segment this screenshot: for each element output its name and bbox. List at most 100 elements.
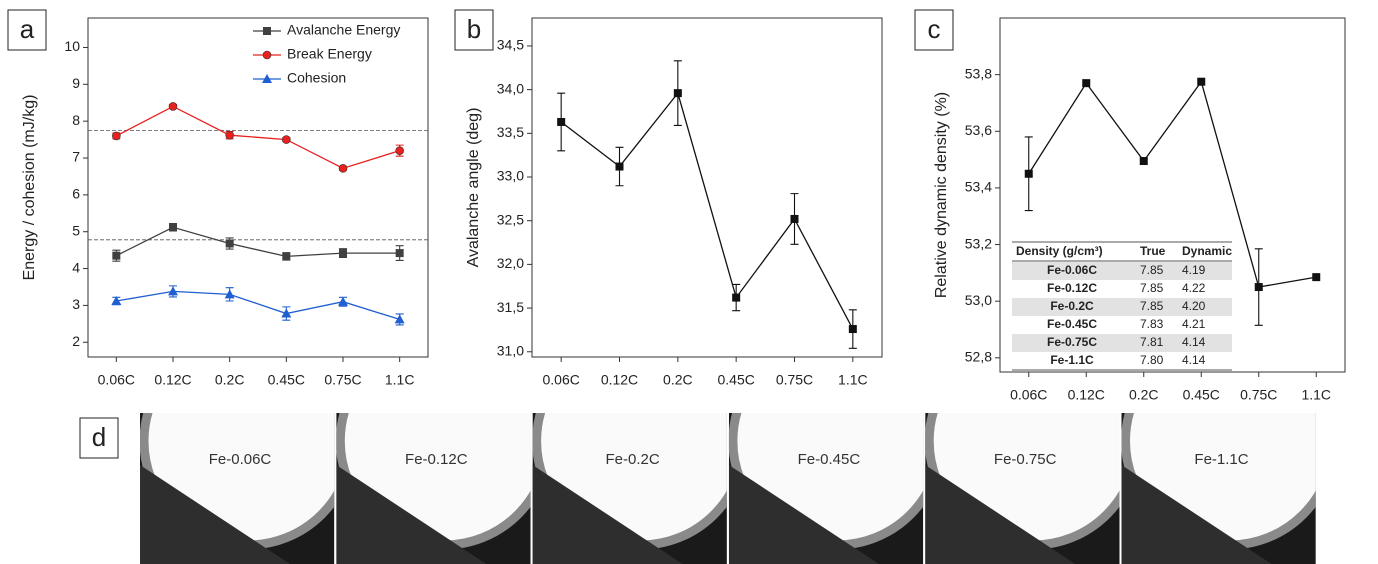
marker xyxy=(1139,157,1148,166)
x-tick-label: 0.2C xyxy=(663,372,693,388)
marker xyxy=(282,252,291,261)
marker xyxy=(111,295,122,305)
panel-label-box xyxy=(7,9,47,51)
marker xyxy=(338,296,348,306)
y-axis-label: Relative dynamic density (%) xyxy=(933,92,950,298)
marker xyxy=(673,89,682,98)
powder-bed xyxy=(532,465,683,564)
table-cell: Fe-0.2C xyxy=(1050,299,1094,313)
powder-bed xyxy=(728,465,879,564)
y-axis-label: Energy / cohesion (mJ/kg) xyxy=(21,95,38,281)
x-tick-label: 0.75C xyxy=(324,372,361,388)
x-tick-label: 0.75C xyxy=(1240,387,1277,403)
marker xyxy=(168,102,178,111)
image-label: Fe-0.06C xyxy=(209,451,272,468)
marker xyxy=(262,74,272,83)
x-tick-label: 0.45C xyxy=(1183,387,1220,403)
x-tick-label: 0.2C xyxy=(1129,387,1159,403)
y-tick-label: 8 xyxy=(72,112,80,128)
image-label: Fe-0.12C xyxy=(405,451,468,468)
series-line xyxy=(1028,80,1317,288)
marker xyxy=(262,50,272,60)
powder-image xyxy=(140,413,335,564)
marker xyxy=(168,286,178,296)
image-label: Fe-1.1C xyxy=(1194,451,1248,468)
image-label: Fe-0.75C xyxy=(994,451,1057,468)
y-tick-label: 31,5 xyxy=(497,299,524,315)
marker xyxy=(848,325,857,334)
marker xyxy=(339,249,347,258)
powder-bed xyxy=(1121,465,1272,564)
series-line xyxy=(116,105,400,170)
y-tick-label: 32,0 xyxy=(497,255,524,271)
table-row-shade xyxy=(1012,334,1232,352)
x-tick-label: 0.06C xyxy=(1010,387,1047,403)
marker xyxy=(1197,77,1206,86)
table-cell: Fe-0.75C xyxy=(1047,335,1097,349)
powder-image xyxy=(336,413,531,564)
table-cell: 4.14 xyxy=(1182,353,1206,367)
marker xyxy=(1254,283,1263,292)
panel-label-box xyxy=(914,9,954,51)
table-cell: 4.22 xyxy=(1182,281,1206,295)
y-tick-label: 31,0 xyxy=(497,342,524,358)
marker xyxy=(395,249,404,258)
panel-label: c xyxy=(928,14,941,44)
x-tick-label: 0.06C xyxy=(542,372,579,388)
plot-frame xyxy=(999,17,1346,373)
panel-label: b xyxy=(467,14,481,44)
powder-image xyxy=(1121,413,1316,564)
table-cell: 4.14 xyxy=(1182,335,1206,349)
marker xyxy=(225,130,234,140)
y-tick-label: 53,2 xyxy=(965,235,992,251)
powder-image xyxy=(728,413,924,564)
table-cell: 7.80 xyxy=(1140,353,1164,367)
marker xyxy=(395,146,404,155)
y-tick-label: 4 xyxy=(72,259,80,275)
x-tick-label: 0.12C xyxy=(601,372,638,388)
powder-image xyxy=(925,413,1120,564)
marker xyxy=(112,131,121,141)
table-cell: Fe-0.12C xyxy=(1047,281,1097,295)
table-row-shade xyxy=(1012,298,1232,316)
marker xyxy=(557,117,566,126)
table-cell: 4.20 xyxy=(1182,299,1206,313)
y-tick-label: 3 xyxy=(72,296,80,312)
y-tick-label: 33,0 xyxy=(497,168,524,184)
series-line xyxy=(560,91,854,330)
y-tick-label: 32,5 xyxy=(497,211,524,227)
panel-label-box xyxy=(79,417,119,459)
table-cell: 7.81 xyxy=(1140,335,1164,349)
x-tick-label: 0.06C xyxy=(98,372,135,388)
table-cell: 4.21 xyxy=(1182,317,1206,331)
marker xyxy=(281,308,292,318)
plot-frame xyxy=(87,17,429,358)
y-tick-label: 53,4 xyxy=(965,179,992,195)
x-tick-label: 1.1C xyxy=(385,372,415,388)
marker xyxy=(1312,273,1321,282)
marker xyxy=(1024,169,1033,178)
y-tick-label: 6 xyxy=(72,186,80,202)
marker xyxy=(263,27,271,35)
powder-image xyxy=(532,413,727,564)
y-tick-label: 53,8 xyxy=(965,65,992,81)
marker xyxy=(225,239,234,248)
plot-frame xyxy=(531,17,883,358)
y-tick-label: 2 xyxy=(72,333,80,349)
marker xyxy=(169,223,177,232)
y-tick-label: 53,0 xyxy=(965,292,992,308)
table-row-shade xyxy=(1012,262,1232,280)
series-line xyxy=(116,290,400,321)
x-tick-label: 0.75C xyxy=(776,372,813,388)
marker xyxy=(790,214,799,223)
marker xyxy=(224,289,235,299)
marker xyxy=(1082,79,1091,88)
marker xyxy=(282,135,291,144)
y-tick-label: 52,8 xyxy=(965,349,992,365)
panel-label: d xyxy=(92,422,106,452)
y-tick-label: 34,0 xyxy=(497,80,524,96)
table-cell: 7.85 xyxy=(1140,263,1164,277)
table-cell: Fe-0.45C xyxy=(1047,317,1097,331)
image-label: Fe-0.2C xyxy=(606,451,660,468)
